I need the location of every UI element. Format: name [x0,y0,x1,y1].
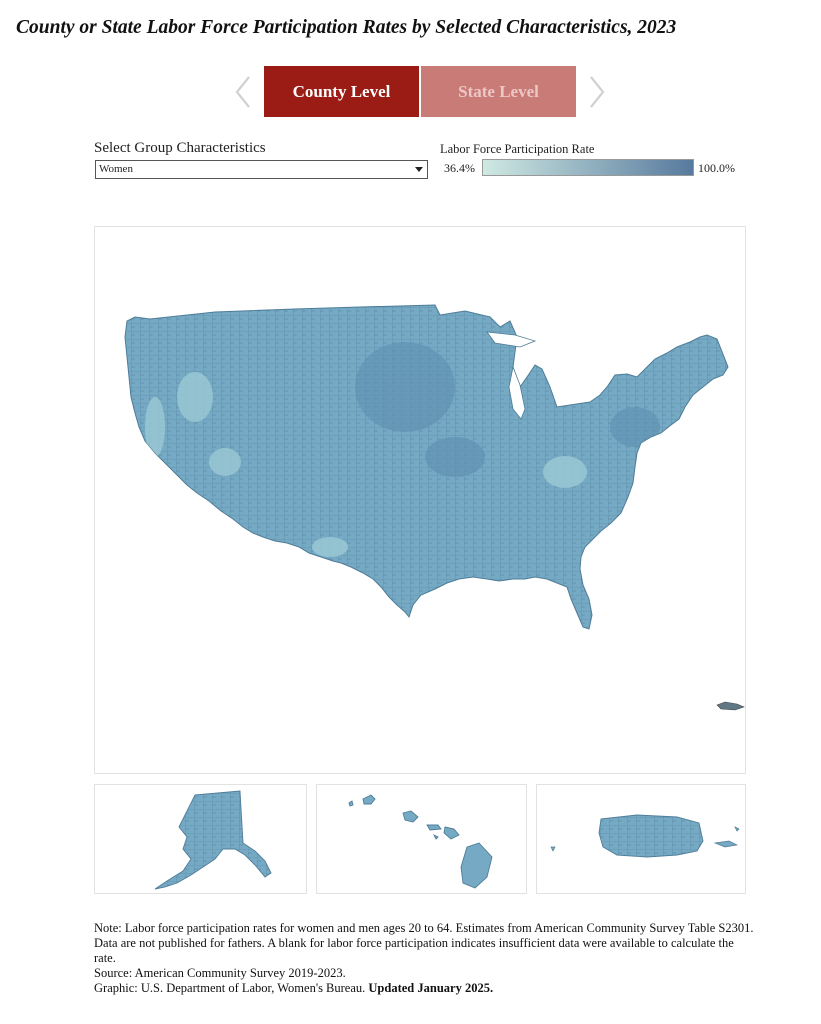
puerto-rico-map-panel [536,784,746,894]
alaska-map [154,790,272,890]
legend-title: Labor Force Participation Rate [440,142,595,156]
legend-min-value: 36.4% [444,161,475,175]
chevron-right-icon[interactable] [586,74,608,110]
page-title: County or State Labor Force Participatio… [16,17,677,38]
darker-county-areas [355,342,660,477]
hawaii-map-panel [316,784,527,894]
tab-state-level[interactable]: State Level [421,66,576,117]
updated-text: Updated January 2025. [368,981,494,995]
contiguous-us-map-panel [94,226,746,774]
alaska-map-panel [94,784,307,894]
contiguous-us-map [124,304,745,711]
source-text: Source: American Community Survey 2019-2… [94,966,346,980]
puerto-rico-map [550,814,740,858]
selected-group-value: Women [99,163,133,175]
lake-superior [486,331,537,348]
legend-color-ramp [482,159,694,176]
lake-michigan [508,365,526,420]
group-characteristics-label: Select Group Characteristics [94,140,266,156]
caret-down-icon [415,167,423,172]
hawaii-map [348,794,493,889]
chevron-left-icon[interactable] [232,74,254,110]
note-text: Note: Labor force participation rates fo… [94,921,754,965]
puerto-rico-inset-mini [716,701,745,711]
graphic-credit: Graphic: U.S. Department of Labor, Women… [94,981,754,996]
graphic-text: Graphic: U.S. Department of Labor, Women… [94,981,366,995]
group-characteristics-select[interactable]: Women [95,160,428,179]
lighter-county-areas [145,372,587,557]
notes-section: Note: Labor force participation rates fo… [94,921,754,996]
legend-max-value: 100.0% [698,161,735,175]
tab-county-level[interactable]: County Level [264,66,419,117]
